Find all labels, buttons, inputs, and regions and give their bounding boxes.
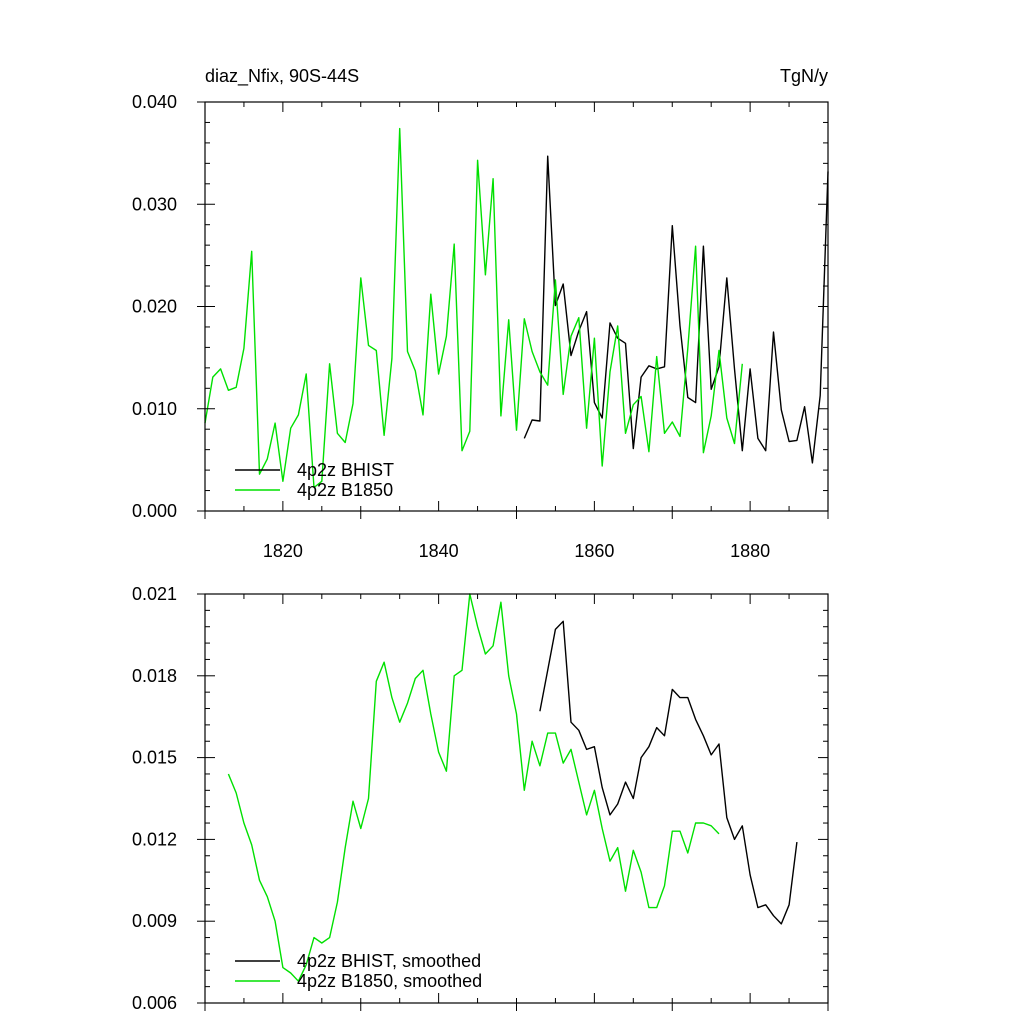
y-tick-label: 0.020 <box>132 297 177 317</box>
bottom-plot-frame <box>204 593 829 1004</box>
x-tick-label: 1880 <box>730 541 770 561</box>
x-tick-label: 1820 <box>263 541 303 561</box>
chart-title: diaz_Nfix, 90S-44S <box>205 66 359 87</box>
legend-label-bhist: 4p2z BHIST <box>297 460 394 480</box>
y-tick-label: 0.006 <box>132 993 177 1013</box>
y-tick-label: 0.009 <box>132 911 177 931</box>
y-tick-label: 0.000 <box>132 501 177 521</box>
y-tick-label: 0.012 <box>132 829 177 849</box>
y-tick-label: 0.015 <box>132 748 177 768</box>
bottom-plot-series <box>227 593 798 982</box>
series-line-bhist <box>523 155 829 464</box>
legend-label-bhist: 4p2z BHIST, smoothed <box>297 951 481 971</box>
y-tick-label: 0.021 <box>132 584 177 604</box>
top-axis-ticks: 1820 1840 1860 1880 0.000 0.010 0.020 0.030 0.04… <box>132 92 829 561</box>
series-line-b1850 <box>204 127 743 489</box>
top-plot-series <box>204 127 829 489</box>
y-tick-label: 0.010 <box>132 399 177 419</box>
units-label: TgN/y <box>780 66 828 86</box>
series-line-bhist <box>539 620 798 925</box>
top-panel: diaz_Nfix, 90S-44S TgN/y 1820 1840 1860 188… <box>132 66 829 561</box>
y-tick-label: 0.018 <box>132 666 177 686</box>
bottom-panel: 0.006 0.009 0.012 0.015 0.018 0.021 4p2z BHIS… <box>132 584 829 1013</box>
top-plot-frame <box>204 101 829 512</box>
x-tick-label: 1840 <box>419 541 459 561</box>
legend-label-b1850: 4p2z B1850, smoothed <box>297 971 482 991</box>
bottom-axis-ticks: 0.006 0.009 0.012 0.015 0.018 0.021 <box>132 584 829 1013</box>
series-line-b1850 <box>227 593 720 982</box>
y-tick-label: 0.040 <box>132 92 177 112</box>
y-tick-label: 0.030 <box>132 194 177 214</box>
x-tick-label: 1860 <box>574 541 614 561</box>
legend-label-b1850: 4p2z B1850 <box>297 480 393 500</box>
